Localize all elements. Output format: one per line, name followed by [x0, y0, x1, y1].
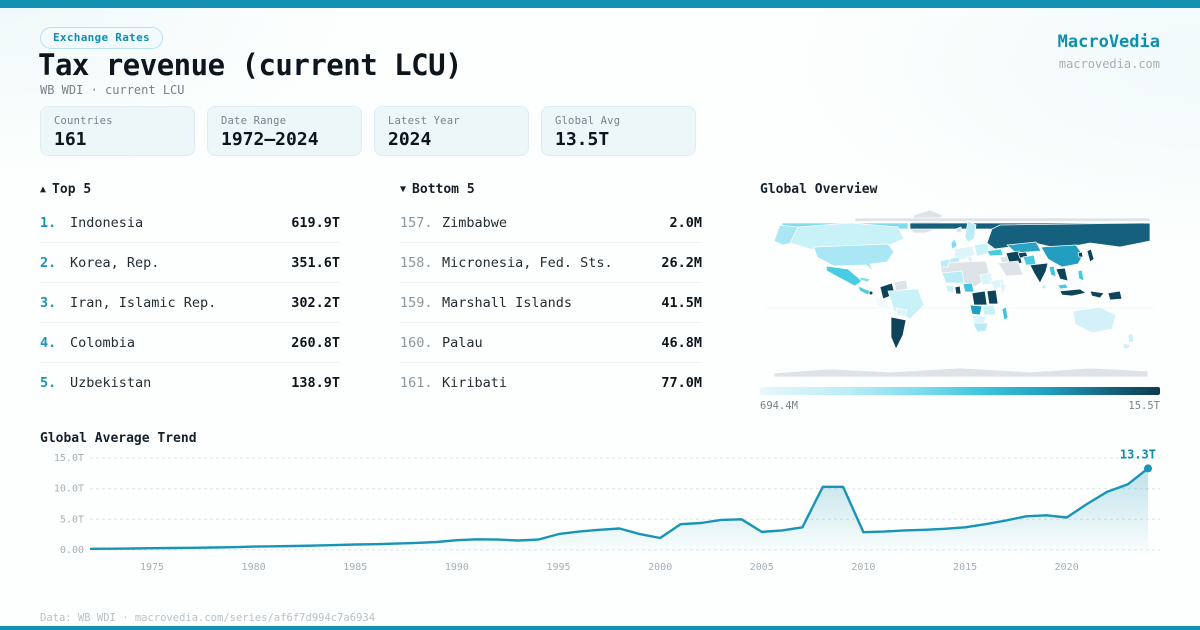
rank: 157.	[400, 214, 433, 231]
country-name: Zimbabwe	[442, 214, 508, 231]
list-item[interactable]: 2. Korea, Rep. 351.6T	[40, 243, 340, 283]
rank: 160.	[400, 334, 433, 351]
top-accent-bar	[0, 0, 1200, 8]
country-value: 2.0M	[669, 214, 702, 231]
stat-label: Global Avg	[555, 115, 621, 127]
country-name: Iran, Islamic Rep.	[70, 294, 217, 311]
list-item[interactable]: 157. Zimbabwe 2.0M	[400, 203, 702, 243]
map-title: Global Overview	[760, 182, 878, 197]
bottom-accent-bar	[0, 626, 1200, 630]
svg-text:10.0T: 10.0T	[54, 484, 84, 495]
trend-panel: Global Average Trend 13.3T 0.00 5.0T 10.0T 1…	[40, 431, 1160, 588]
scale-min-label: 694.4M	[760, 400, 798, 412]
country-value: 26.2M	[661, 254, 702, 271]
stat-label: Latest Year	[388, 115, 460, 127]
brand-domain: macrovedia.com	[1058, 57, 1160, 71]
stat-value: 2024	[388, 129, 432, 150]
page-subtitle: WB WDI · current LCU	[40, 83, 185, 97]
triangle-down-icon: ▼	[400, 184, 413, 195]
footer-source-text: Data: WB WDI · macrovedia.com/series/af6…	[40, 612, 376, 624]
svg-text:15.0T: 15.0T	[54, 453, 84, 464]
svg-text:1985: 1985	[343, 562, 367, 573]
rank: 2.	[40, 254, 57, 271]
global-overview-panel: Global Overview	[760, 182, 1160, 412]
top5-header: ▲ Top 5	[40, 182, 340, 197]
top5-rows: 1. Indonesia 619.9T 2. Korea, Rep. 351.6…	[40, 203, 340, 403]
stat-label: Date Range	[221, 115, 287, 127]
svg-text:0.00: 0.00	[60, 545, 84, 556]
svg-text:1975: 1975	[140, 562, 164, 573]
country-name: Indonesia	[70, 214, 144, 231]
list-item[interactable]: 160. Palau 46.8M	[400, 323, 702, 363]
page-title: Tax revenue (current LCU)	[38, 48, 463, 82]
country-name: Micronesia, Fed. Sts.	[442, 254, 613, 271]
stats-row: Countries 161 Date Range 1972–2024 Lates…	[40, 106, 696, 156]
svg-text:1980: 1980	[242, 562, 266, 573]
bottom5-header: ▼ Bottom 5	[400, 182, 702, 197]
stat-card-countries: Countries 161	[40, 106, 195, 156]
country-value: 138.9T	[291, 375, 340, 391]
stat-value: 1972–2024	[221, 129, 319, 150]
country-value: 351.6T	[291, 254, 340, 271]
country-name: Colombia	[70, 334, 136, 351]
country-value: 260.8T	[291, 334, 340, 351]
svg-text:2010: 2010	[851, 562, 875, 573]
country-value: 619.9T	[291, 214, 340, 231]
category-badge[interactable]: Exchange Rates	[40, 27, 163, 49]
country-name: Palau	[442, 334, 483, 351]
svg-text:5.0T: 5.0T	[60, 514, 84, 525]
stat-label: Countries	[54, 115, 113, 127]
rank: 161.	[400, 375, 433, 391]
trend-title: Global Average Trend	[40, 431, 197, 446]
bottom5-rows: 157. Zimbabwe 2.0M 158. Micronesia, Fed.…	[400, 203, 702, 403]
country-name: Uzbekistan	[70, 375, 152, 391]
svg-text:13.3T: 13.3T	[1120, 447, 1156, 461]
stat-value: 13.5T	[555, 129, 610, 150]
country-value: 302.2T	[291, 294, 340, 311]
rank: 3.	[40, 294, 57, 311]
svg-text:1995: 1995	[546, 562, 570, 573]
rank: 159.	[400, 294, 433, 311]
color-scale-labels: 694.4M 15.5T	[760, 400, 1160, 412]
brand-block: MacroVedia macrovedia.com	[1058, 32, 1160, 71]
list-item[interactable]: 1. Indonesia 619.9T	[40, 203, 340, 243]
stat-card-latest-year: Latest Year 2024	[374, 106, 529, 156]
list-item[interactable]: 158. Micronesia, Fed. Sts. 26.2M	[400, 243, 702, 283]
top5-panel: ▲ Top 5 1. Indonesia 619.9T 2. Korea, Re…	[40, 182, 340, 403]
country-name: Kiribati	[442, 375, 508, 391]
top5-title: Top 5	[52, 182, 92, 197]
rank: 4.	[40, 334, 57, 351]
svg-text:2000: 2000	[648, 562, 672, 573]
list-item[interactable]: 3. Iran, Islamic Rep. 302.2T	[40, 283, 340, 323]
color-scale-bar	[760, 387, 1160, 395]
stat-card-global-avg: Global Avg 13.5T	[541, 106, 696, 156]
brand-name[interactable]: MacroVedia	[1057, 32, 1160, 52]
rank: 1.	[40, 214, 57, 231]
bottom5-panel: ▼ Bottom 5 157. Zimbabwe 2.0M 158. Micro…	[400, 182, 702, 403]
stat-value: 161	[54, 129, 87, 150]
stat-card-date-range: Date Range 1972–2024	[207, 106, 362, 156]
trend-chart: 13.3T 0.00 5.0T 10.0T 15.0T 1975 1980 1985 1990 1…	[54, 447, 1160, 573]
country-value: 41.5M	[661, 294, 702, 311]
svg-text:1990: 1990	[445, 562, 469, 573]
country-name: Marshall Islands	[442, 294, 573, 311]
bottom5-title: Bottom 5	[412, 182, 475, 197]
country-value: 46.8M	[661, 334, 702, 351]
list-item[interactable]: 161. Kiribati 77.0M	[400, 363, 702, 403]
list-item[interactable]: 4. Colombia 260.8T	[40, 323, 340, 363]
rank: 158.	[400, 254, 433, 271]
country-value: 77.0M	[661, 375, 702, 391]
triangle-up-icon: ▲	[40, 184, 53, 195]
world-map	[766, 209, 1154, 378]
country-name: Korea, Rep.	[70, 254, 160, 271]
list-item[interactable]: 159. Marshall Islands 41.5M	[400, 283, 702, 323]
svg-text:2020: 2020	[1055, 562, 1079, 573]
rank: 5.	[40, 375, 57, 391]
scale-max-label: 15.5T	[1128, 400, 1160, 412]
svg-text:2015: 2015	[953, 562, 977, 573]
svg-text:2005: 2005	[750, 562, 774, 573]
list-item[interactable]: 5. Uzbekistan 138.9T	[40, 363, 340, 403]
